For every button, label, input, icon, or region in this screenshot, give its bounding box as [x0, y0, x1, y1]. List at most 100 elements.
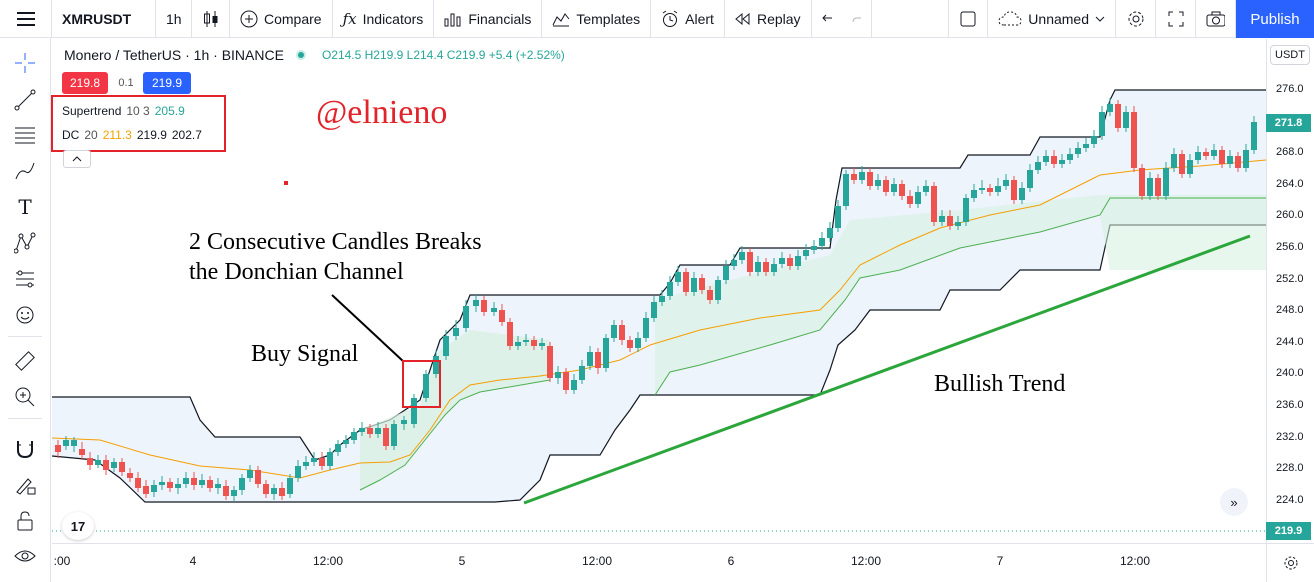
supertrend-fill — [655, 195, 1266, 395]
price-tick-label: 236.0 — [1276, 399, 1304, 411]
bar-chart-icon — [444, 13, 461, 26]
bullish-candle — [199, 480, 205, 485]
stay-drawing-tool[interactable] — [10, 470, 40, 500]
bullish-candle — [827, 228, 833, 238]
bullish-candle — [803, 250, 809, 256]
current-price-tag: 271.8 — [1266, 114, 1311, 132]
bullish-candle — [587, 352, 593, 366]
bullish-candle — [111, 462, 117, 468]
bullish-candle — [875, 180, 881, 186]
trend-line-icon — [14, 89, 36, 111]
tradingview-logo[interactable]: 17 — [62, 512, 94, 540]
compare-button[interactable]: Compare — [230, 0, 333, 38]
bearish-candle — [143, 486, 149, 494]
pattern-tool[interactable] — [10, 228, 40, 258]
scroll-to-realtime-button[interactable]: » — [1220, 488, 1248, 516]
time-axis[interactable] — [52, 543, 1266, 582]
chart-type-button[interactable] — [192, 0, 230, 38]
interval-button[interactable]: 1h — [156, 0, 192, 38]
zoom-tool[interactable] — [10, 382, 40, 412]
top-toolbar: XMRUSDT 1h Compare ƒx Indicators Financi… — [0, 0, 1314, 38]
indicator-name: DC — [62, 128, 80, 142]
symbol-title: Monero / TetherUS · 1h · BINANCE — [64, 47, 284, 63]
lock-drawings-tool[interactable] — [10, 506, 40, 536]
redo-button[interactable] — [842, 0, 872, 38]
symbol-search[interactable]: XMRUSDT — [52, 0, 156, 38]
indicator-value: 202.7 — [171, 128, 202, 142]
bullish-candle — [411, 398, 417, 424]
alert-button[interactable]: Alert — [651, 0, 725, 38]
bullish-candle — [1147, 178, 1153, 196]
brush-tool[interactable] — [10, 156, 40, 186]
bullish-candle — [295, 466, 301, 478]
price-tick-label: 276.0 — [1276, 83, 1304, 95]
bearish-candle — [627, 340, 633, 348]
snapshot-button[interactable] — [1196, 0, 1236, 38]
indicators-button[interactable]: ƒx Indicators — [333, 0, 435, 38]
trendline-tool[interactable] — [10, 85, 40, 115]
bearish-candle — [135, 478, 141, 488]
currency-button[interactable]: USDT — [1270, 45, 1310, 65]
time-tick-label: 4 — [189, 554, 197, 568]
prediction-tool[interactable] — [10, 264, 40, 294]
alarm-clock-icon — [662, 10, 678, 27]
bullish-candle — [311, 458, 317, 462]
bullish-candle — [603, 338, 609, 368]
sell-button[interactable]: 219.8 — [62, 72, 108, 94]
bearish-candle — [383, 428, 389, 446]
bullish-candle — [979, 188, 985, 190]
toolbar-divider — [8, 336, 42, 337]
buy-button[interactable]: 219.9 — [143, 72, 191, 94]
bullish-candle — [995, 186, 1001, 192]
collapse-legend-button[interactable] — [63, 150, 91, 168]
settings-button[interactable] — [1116, 0, 1156, 38]
bullish-candle — [739, 252, 745, 260]
indicator-name: Supertrend — [62, 104, 122, 118]
layout-name-button[interactable]: Unnamed — [988, 0, 1116, 38]
tv-logo-icon: 17 — [70, 518, 86, 534]
menu-button[interactable] — [0, 0, 52, 38]
templates-label: Templates — [576, 10, 641, 27]
bullish-candle — [1227, 156, 1233, 164]
time-tick-label: 5 — [458, 554, 466, 568]
price-chart[interactable] — [52, 39, 1266, 543]
fullscreen-button[interactable] — [1156, 0, 1196, 38]
bearish-candle — [907, 196, 913, 204]
price-tick-label: 240.0 — [1276, 367, 1304, 380]
financials-button[interactable]: Financials — [434, 0, 543, 38]
camera-icon — [1206, 11, 1225, 26]
magnet-icon — [17, 441, 33, 459]
bullish-candle — [779, 258, 785, 264]
bullish-candle — [1243, 150, 1249, 168]
bearish-candle — [547, 346, 553, 378]
bearish-candle — [1155, 178, 1161, 196]
replay-button[interactable]: Replay — [725, 0, 812, 38]
templates-button[interactable]: Templates — [542, 0, 652, 38]
undo-button[interactable] — [812, 0, 842, 38]
publish-button[interactable]: Publish — [1236, 0, 1314, 38]
axis-settings-button[interactable] — [1266, 543, 1314, 582]
measure-tool[interactable] — [10, 346, 40, 376]
bearish-candle — [987, 188, 993, 192]
text-tool[interactable]: T — [10, 192, 40, 222]
fib-tool[interactable] — [10, 120, 40, 150]
indicator-donchian[interactable]: DC 20 211.3 219.9 202.7 — [62, 128, 202, 142]
bullish-candle — [151, 485, 157, 492]
bearish-candle — [787, 258, 793, 266]
indicator-supertrend[interactable]: Supertrend 10 3 205.9 — [62, 104, 185, 118]
fullscreen-icon — [1168, 11, 1183, 26]
hide-drawings-tool[interactable] — [10, 541, 40, 571]
magnet-tool[interactable] — [10, 434, 40, 464]
bullish-candle — [635, 338, 641, 348]
gear-icon — [1284, 556, 1297, 570]
bullish-trend-label: Bullish Trend — [934, 371, 1066, 397]
bullish-candle — [523, 340, 529, 342]
bullish-candle — [1163, 168, 1169, 196]
icon-tool[interactable] — [10, 300, 40, 330]
undo-icon — [821, 14, 832, 21]
bearish-candle — [563, 372, 569, 390]
crosshair-tool[interactable] — [10, 48, 40, 78]
bearish-candle — [55, 445, 61, 452]
bearish-candle — [1115, 104, 1121, 128]
layout-select-button[interactable] — [948, 0, 989, 38]
